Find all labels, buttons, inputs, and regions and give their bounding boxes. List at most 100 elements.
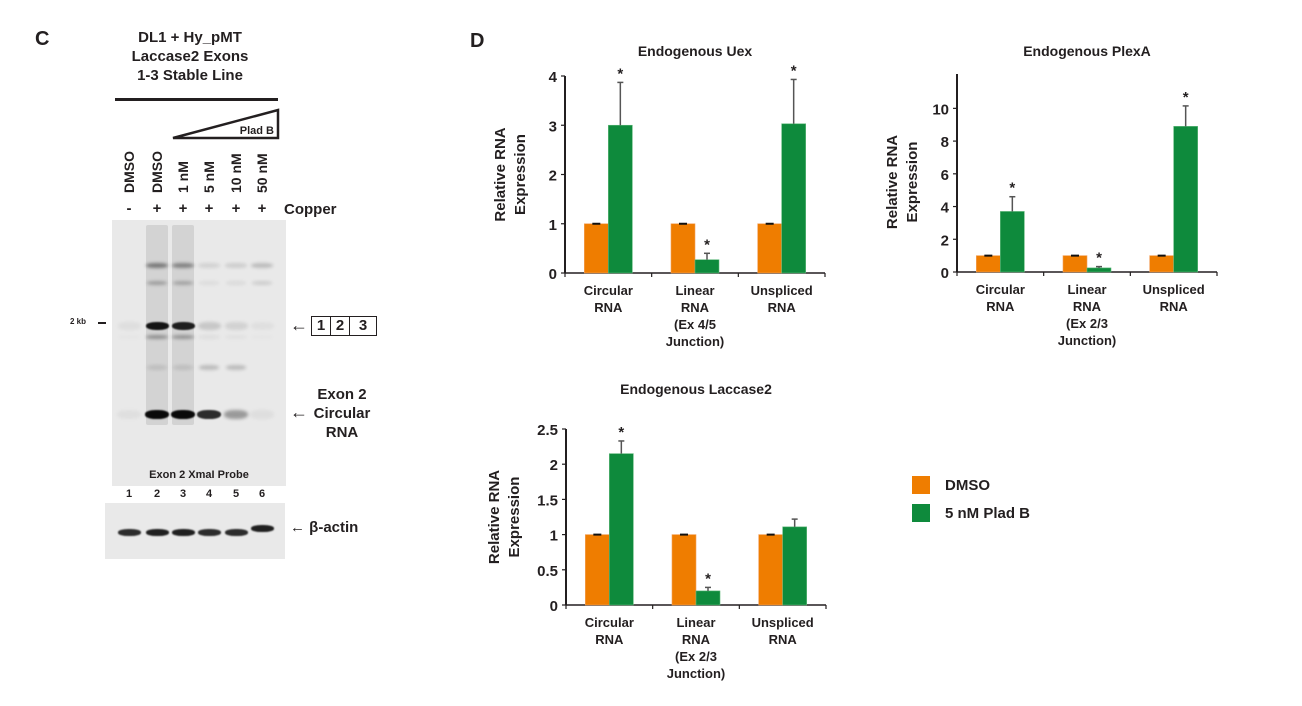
bar-dmso [1062, 255, 1088, 273]
x-category-label: Circular [584, 283, 633, 298]
x-category-label: Junction) [1058, 333, 1117, 348]
lane-number: 1 [125, 488, 133, 500]
gel-header-line: 1-3 Stable Line [137, 67, 243, 84]
lane-treatment-label: 50 nM [254, 153, 270, 193]
y-tick-label: 2 [941, 232, 949, 249]
bar-dmso [584, 223, 609, 274]
y-tick-label: 2.5 [537, 422, 558, 439]
lane-treatment-label: 1 nM [175, 161, 191, 193]
y-axis-label: Relative RNA [492, 127, 509, 221]
linear-precursor-band [117, 322, 141, 330]
y-tick-label: 1.5 [537, 492, 558, 509]
bar-plad-b [1173, 126, 1198, 273]
beta-actin-label: ← β-actin [290, 519, 359, 536]
lane-treatment-label: DMSO [149, 151, 165, 193]
x-category-label: RNA [986, 299, 1015, 314]
panel-c-letter: C [35, 28, 50, 50]
linear-lower-band [172, 335, 194, 339]
linear-precursor-band [171, 322, 195, 330]
upper-band-secondary [199, 281, 219, 285]
intermediate-band [173, 364, 193, 370]
upper-band-secondary [173, 281, 193, 285]
lane-copper-sign: + [204, 200, 214, 217]
linear-lower-band [118, 335, 140, 339]
exon-box: 2 [331, 317, 350, 335]
bar-dmso [758, 534, 783, 606]
beta-actin-blot [105, 503, 285, 559]
wedge-label: Plad B [240, 125, 274, 137]
x-category-label: RNA [682, 632, 711, 647]
lane-treatment-label: DMSO [121, 151, 137, 193]
upper-band [225, 262, 247, 268]
x-category-label: Linear [675, 283, 714, 298]
upper-band [146, 262, 168, 268]
size-marker-tick [98, 322, 106, 324]
northern-blot: Exon 2 XmaI Probe [112, 220, 286, 486]
y-axis-label: Relative RNA [884, 135, 901, 229]
x-category-label: RNA [769, 632, 798, 647]
gel-header-line: Laccase2 Exons [131, 48, 249, 65]
linear-lower-band [225, 335, 247, 339]
bar-dmso [1149, 255, 1174, 273]
x-category-label: RNA [681, 300, 710, 315]
lane-treatment-label: 5 nM [201, 161, 217, 193]
legend-label: 5 nM Plad B [945, 504, 1031, 522]
x-category-label: RNA [595, 632, 624, 647]
significance-asterisk: * [1009, 180, 1015, 197]
legend-swatch-plad-b [912, 504, 930, 522]
exon-diagram: 1 2 3 [311, 316, 377, 336]
x-category-label: RNA [594, 300, 623, 315]
lane-number: 4 [205, 488, 213, 500]
plad-b-wedge: Plad B [172, 108, 280, 140]
x-category-label: Linear [676, 615, 715, 630]
x-category-label: Junction) [666, 334, 725, 349]
lane-number: 5 [232, 488, 240, 500]
bar-plad-b [781, 123, 806, 274]
y-axis-label: Expression [512, 134, 529, 215]
intermediate-band [226, 364, 246, 370]
circular-rna-band [250, 409, 274, 419]
exon-box: 3 [358, 317, 368, 334]
chart-endogenous-plexa: Endogenous PlexA Relative RNA Expression 0 2… [884, 43, 1218, 348]
beta-actin-band [224, 528, 248, 536]
probe-label: Exon 2 XmaI Probe [149, 469, 249, 481]
concentration-wedge [172, 108, 280, 140]
lane-treatment-label: 10 nM [228, 153, 244, 193]
lane-number: 2 [153, 488, 161, 500]
upper-band-secondary [252, 281, 272, 285]
circular-rna-band [224, 409, 248, 419]
y-tick-label: 4 [941, 200, 950, 217]
beta-actin-band [117, 528, 141, 536]
upper-band-secondary [147, 281, 167, 285]
x-category-label: (Ex 4/5 [674, 317, 716, 332]
gel-header: DL1 + Hy_pMT Laccase2 Exons 1-3 Stable L… [100, 28, 280, 85]
legend-label: DMSO [945, 476, 990, 494]
chart-title: Endogenous Laccase2 [620, 381, 772, 397]
significance-asterisk: * [617, 65, 623, 82]
bar-plad-b [609, 453, 634, 606]
x-category-label: Linear [1067, 282, 1106, 297]
bar-dmso [671, 534, 697, 606]
y-tick-label: 0 [550, 598, 558, 615]
linear-lower-band [146, 335, 168, 339]
y-tick-label: 0 [941, 265, 949, 282]
copper-label: Copper [284, 201, 337, 218]
y-tick-label: 0 [549, 266, 557, 283]
significance-asterisk: * [791, 62, 797, 79]
linear-lower-band [251, 335, 273, 339]
bar-dmso [976, 255, 1001, 273]
x-category-label: RNA [1073, 299, 1102, 314]
significance-asterisk: * [705, 570, 711, 587]
chart-title: Endogenous PlexA [1023, 43, 1151, 59]
intermediate-band [147, 364, 167, 370]
bar-plad-b [695, 590, 721, 606]
bar-plad-b [1086, 267, 1112, 273]
x-category-label: Unspliced [1143, 282, 1205, 297]
lane-copper-sign: + [152, 200, 162, 217]
bar-dmso [670, 223, 696, 274]
circular-rna-band [145, 409, 169, 419]
beta-actin-band [197, 528, 221, 536]
circular-band-arrow: ← [290, 402, 308, 422]
circular-label-line: RNA [325, 424, 359, 441]
chart-title: Endogenous Uex [638, 43, 753, 59]
